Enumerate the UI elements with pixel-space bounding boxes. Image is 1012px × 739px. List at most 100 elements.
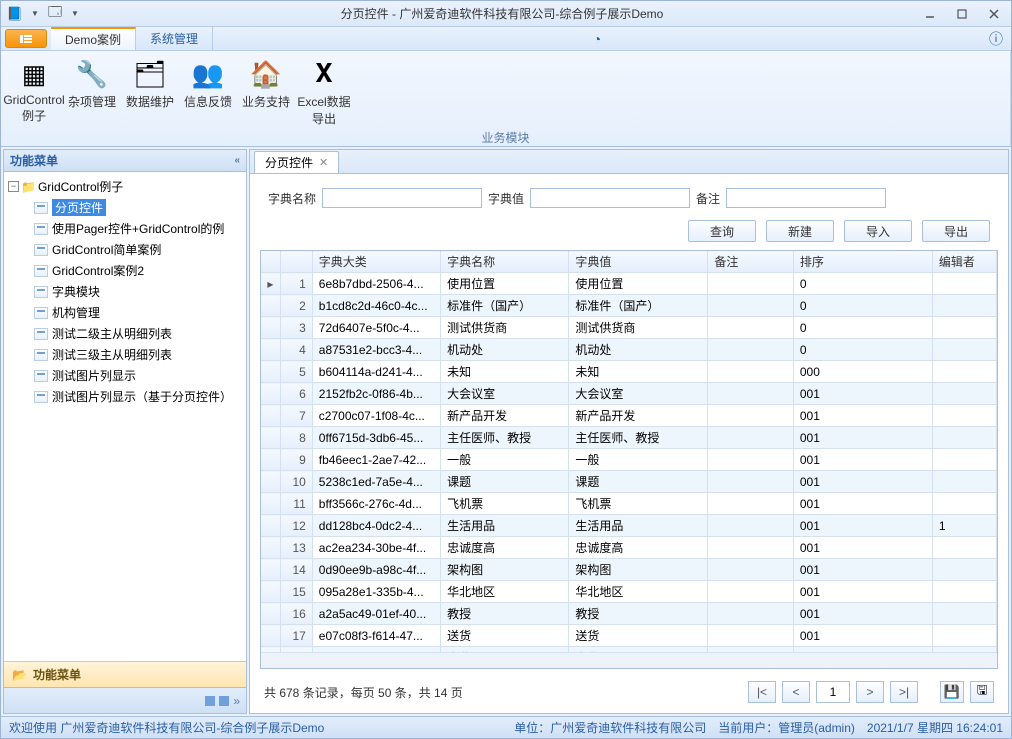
cell[interactable]: 0 <box>793 273 932 295</box>
sidebar-tiny-2[interactable] <box>219 696 229 706</box>
cell[interactable]: 095a28e1-335b-4... <box>312 581 440 603</box>
cell[interactable] <box>932 317 996 339</box>
cell[interactable] <box>708 471 794 493</box>
cell[interactable]: c2700c07-1f08-4c... <box>312 405 440 427</box>
cell[interactable]: 6e8b7dbd-2506-4... <box>312 273 440 295</box>
cell[interactable] <box>932 581 996 603</box>
tree-item-5[interactable]: 机构管理 <box>6 302 244 323</box>
cell[interactable]: 001 <box>793 581 932 603</box>
cell[interactable] <box>708 361 794 383</box>
pager-save-icon[interactable]: 💾 <box>940 681 964 703</box>
cell[interactable]: 教授 <box>569 603 708 625</box>
cell[interactable] <box>708 537 794 559</box>
cell[interactable] <box>932 339 996 361</box>
cell[interactable]: 主任医师、教授 <box>569 427 708 449</box>
ribbon-item-0[interactable]: ▦GridControl例子 <box>5 53 63 127</box>
cell[interactable]: 一般 <box>441 449 569 471</box>
ribbon-item-4[interactable]: 🏠业务支持 <box>237 53 295 127</box>
ribbon-item-1[interactable]: 🔧杂项管理 <box>63 53 121 127</box>
grid-col-3[interactable]: 备注 <box>708 251 794 273</box>
grid-col-4[interactable]: 排序 <box>793 251 932 273</box>
tree-item-6[interactable]: 测试二级主从明细列表 <box>6 323 244 344</box>
grid-h-scrollbar[interactable] <box>261 652 997 668</box>
cell[interactable]: 送货 <box>569 625 708 647</box>
cell[interactable]: 001 <box>793 603 932 625</box>
cell[interactable]: 华北地区 <box>569 581 708 603</box>
cell[interactable]: 教授 <box>441 603 569 625</box>
cell[interactable]: 标准件（国产） <box>569 295 708 317</box>
cell[interactable]: a87531e2-bcc3-4... <box>312 339 440 361</box>
cell[interactable]: 飞机票 <box>441 493 569 515</box>
grid-col-1[interactable]: 字典名称 <box>441 251 569 273</box>
qat-icon-1[interactable]: 📘 <box>7 6 23 22</box>
cell[interactable]: 0 <box>793 295 932 317</box>
cell[interactable]: 忠诚度高 <box>569 537 708 559</box>
cell[interactable]: 飞机票 <box>569 493 708 515</box>
cell[interactable]: 001 <box>793 449 932 471</box>
cell[interactable] <box>708 581 794 603</box>
sidebar-overflow-icon[interactable]: » <box>233 694 240 708</box>
style-icon[interactable]: ◔ <box>585 27 609 50</box>
cell[interactable] <box>708 339 794 361</box>
grid-col-2[interactable]: 字典值 <box>569 251 708 273</box>
cell[interactable]: 2152fb2c-0f86-4b... <box>312 383 440 405</box>
cell[interactable] <box>932 273 996 295</box>
qat-icon-2[interactable]: 🗔 <box>47 6 63 22</box>
cell[interactable] <box>708 559 794 581</box>
action-button-1[interactable]: 新建 <box>766 220 834 242</box>
qat-dropdown-1[interactable]: ▼ <box>27 6 43 22</box>
cell[interactable]: 一般 <box>569 449 708 471</box>
table-row[interactable]: 7c2700c07-1f08-4c...新产品开发新产品开发001 <box>261 405 997 427</box>
table-row[interactable]: 15095a28e1-335b-4...华北地区华北地区001 <box>261 581 997 603</box>
cell[interactable]: 机动处 <box>569 339 708 361</box>
cell[interactable]: 大会议室 <box>441 383 569 405</box>
cell[interactable]: 新产品开发 <box>441 405 569 427</box>
cell[interactable]: 0 <box>793 317 932 339</box>
grid-col-5[interactable]: 编辑者 <box>932 251 996 273</box>
pager-first-button[interactable]: |< <box>748 681 776 703</box>
cell[interactable] <box>708 493 794 515</box>
ribbon-item-5[interactable]: 𝐗Excel数据导出 <box>295 53 353 127</box>
cell[interactable] <box>708 603 794 625</box>
cell[interactable]: 001 <box>793 559 932 581</box>
table-row[interactable]: 16a2a5ac49-01ef-40...教授教授001 <box>261 603 997 625</box>
search-input-2[interactable] <box>726 188 886 208</box>
cell[interactable] <box>932 427 996 449</box>
cell[interactable]: 使用位置 <box>441 273 569 295</box>
cell[interactable]: 0d90ee9b-a98c-4f... <box>312 559 440 581</box>
cell[interactable]: 机动处 <box>441 339 569 361</box>
cell[interactable]: b1cd8c2d-46c0-4c... <box>312 295 440 317</box>
menu-tab-1[interactable]: 系统管理 <box>136 27 213 50</box>
tree-item-0[interactable]: 分页控件 <box>6 197 244 218</box>
cell[interactable]: 001 <box>793 537 932 559</box>
cell[interactable]: 测试供货商 <box>441 317 569 339</box>
qat-dropdown-2[interactable]: ▼ <box>67 6 83 22</box>
cell[interactable]: 架构图 <box>569 559 708 581</box>
cell[interactable]: 送货 <box>441 625 569 647</box>
cell[interactable]: b604114a-d241-4... <box>312 361 440 383</box>
cell[interactable]: 72d6407e-5f0c-4... <box>312 317 440 339</box>
action-button-0[interactable]: 查询 <box>688 220 756 242</box>
sidebar-footer[interactable]: 📂 功能菜单 <box>4 661 246 687</box>
tree-item-3[interactable]: GridControl案例2 <box>6 260 244 281</box>
pager-next-button[interactable]: > <box>856 681 884 703</box>
table-row[interactable]: 2b1cd8c2d-46c0-4c...标准件（国产）标准件（国产）0 <box>261 295 997 317</box>
cell[interactable]: 001 <box>793 427 932 449</box>
cell[interactable] <box>932 603 996 625</box>
table-row[interactable]: 12dd128bc4-0dc2-4...生活用品生活用品0011 <box>261 515 997 537</box>
expand-icon[interactable]: − <box>8 181 19 192</box>
cell[interactable]: 华北地区 <box>441 581 569 603</box>
table-row[interactable]: ▸16e8b7dbd-2506-4...使用位置使用位置0 <box>261 273 997 295</box>
table-row[interactable]: 13ac2ea234-30be-4f...忠诚度高忠诚度高001 <box>261 537 997 559</box>
cell[interactable]: 001 <box>793 625 932 647</box>
cell[interactable]: 架构图 <box>441 559 569 581</box>
cell[interactable]: 标准件（国产） <box>441 295 569 317</box>
cell[interactable] <box>932 449 996 471</box>
cell[interactable]: 001 <box>793 383 932 405</box>
pager-page-input[interactable] <box>816 681 850 703</box>
cell[interactable]: a2a5ac49-01ef-40... <box>312 603 440 625</box>
table-row[interactable]: 9fb46eec1-2ae7-42...一般一般001 <box>261 449 997 471</box>
cell[interactable]: ac2ea234-30be-4f... <box>312 537 440 559</box>
cell[interactable] <box>932 295 996 317</box>
table-row[interactable]: 372d6407e-5f0c-4...测试供货商测试供货商0 <box>261 317 997 339</box>
